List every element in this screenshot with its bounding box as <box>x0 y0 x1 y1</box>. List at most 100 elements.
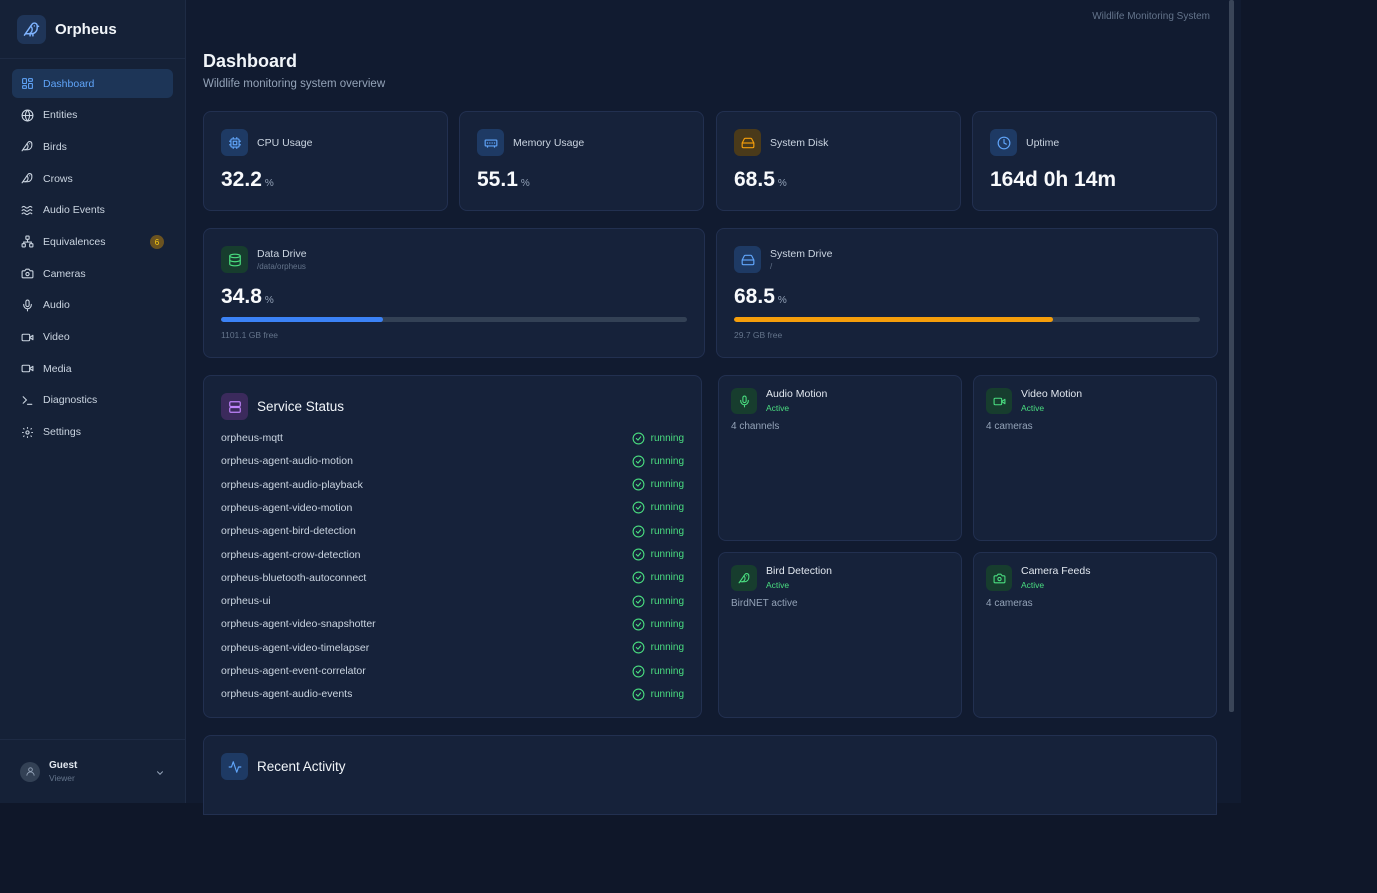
service-status-label: running <box>650 455 684 467</box>
service-name: orpheus-agent-video-motion <box>221 501 353 514</box>
module-title: Bird Detection <box>766 565 832 577</box>
service-name: orpheus-agent-crow-detection <box>221 548 361 561</box>
stat-unit: % <box>264 295 274 306</box>
service-status: running <box>632 501 684 514</box>
service-name: orpheus-ui <box>221 595 271 608</box>
service-status-label: running <box>650 572 684 584</box>
video-motion-card: Video Motion Active 4 cameras <box>973 375 1217 541</box>
brand[interactable]: Orpheus <box>0 0 185 59</box>
recent-activity-card: Recent Activity <box>203 735 1217 815</box>
scrollbar[interactable] <box>1229 0 1234 712</box>
terminal-icon <box>20 393 35 408</box>
chevron-down-icon[interactable] <box>155 765 165 783</box>
sidebar-item-audio[interactable]: Audio <box>12 291 173 320</box>
sidebar-item-media[interactable]: Media <box>12 354 173 383</box>
service-status-label: running <box>650 549 684 560</box>
grid-icon <box>20 76 35 91</box>
module-state: Active <box>766 580 790 590</box>
bird-logo-icon <box>17 14 46 44</box>
sidebar-item-settings[interactable]: Settings <box>12 418 173 447</box>
mic-icon <box>731 388 757 414</box>
service-status-label: running <box>650 642 684 654</box>
sidebar-item-audio-events[interactable]: Audio Events <box>12 196 173 225</box>
sidebar-item-birds[interactable]: Birds <box>12 132 173 161</box>
service-name: orpheus-agent-video-snapshotter <box>221 618 376 631</box>
sidebar-item-dashboard[interactable]: Dashboard <box>12 69 173 98</box>
page-title: Dashboard <box>203 51 298 71</box>
service-name: orpheus-agent-video-timelapser <box>221 641 370 654</box>
service-name: orpheus-mqtt <box>221 432 283 444</box>
service-row: orpheus-agent-audio-playback running <box>221 476 684 494</box>
stat-value: 32.2 <box>221 168 262 191</box>
count-badge: 6 <box>150 235 164 250</box>
service-status: running <box>632 525 684 538</box>
module-state: Active <box>1021 403 1045 413</box>
service-row: orpheus-ui running <box>221 592 684 610</box>
user-menu[interactable]: Guest Viewer <box>0 739 185 803</box>
service-status: running <box>632 548 684 561</box>
service-row: orpheus-agent-video-timelapser running <box>221 639 684 657</box>
sidebar-item-label: Cameras <box>43 267 86 280</box>
usage-progress-fill <box>221 317 384 322</box>
service-status: running <box>632 478 684 491</box>
stat-unit: % <box>520 178 530 189</box>
globe-icon <box>20 108 35 123</box>
module-state: Active <box>766 403 790 413</box>
video-icon <box>986 388 1012 414</box>
memory-usage-card: Memory Usage 55.1% <box>459 111 704 211</box>
sidebar-item-video[interactable]: Video <box>12 323 173 352</box>
check-circle-icon <box>632 571 645 584</box>
service-status-label: running <box>650 618 684 630</box>
service-name: orpheus-bluetooth-autoconnect <box>221 571 367 584</box>
data-drive-card: Data Drive /data/orpheus 34.8% 1101.1 GB… <box>203 228 705 358</box>
sidebar-item-cameras[interactable]: Cameras <box>12 259 173 288</box>
service-status-label: running <box>650 502 684 514</box>
sidebar-item-diagnostics[interactable]: Diagnostics <box>12 386 173 415</box>
check-circle-icon <box>632 595 645 608</box>
usage-progress-bar <box>734 317 1200 322</box>
sidebar-item-entities[interactable]: Entities <box>12 101 173 130</box>
stat-label: Uptime <box>1026 136 1060 149</box>
video-icon <box>20 330 35 345</box>
free-space-text: 29.7 GB free <box>734 330 783 340</box>
system-drive-card: System Drive / 68.5% 29.7 GB free <box>716 228 1218 358</box>
drive-label: System Drive <box>770 248 833 260</box>
stat-label: System Disk <box>770 136 829 149</box>
service-status: running <box>632 455 684 468</box>
card-title: Recent Activity <box>257 759 346 774</box>
uptime-card: Uptime 164d 0h 14m <box>972 111 1217 211</box>
camera-feeds-card: Camera Feeds Active 4 cameras <box>973 552 1217 718</box>
service-status: running <box>632 432 684 445</box>
service-row: orpheus-agent-event-correlator running <box>221 662 684 680</box>
cpu-usage-card: CPU Usage 32.2% <box>203 111 448 211</box>
check-circle-icon <box>632 548 645 561</box>
service-name: orpheus-agent-audio-events <box>221 688 353 701</box>
sidebar-item-label: Diagnostics <box>43 394 98 407</box>
sidebar: Orpheus Dashboard Entities Birds Crows A… <box>0 0 186 803</box>
sidebar-item-label: Dashboard <box>43 77 95 90</box>
bird-icon <box>20 139 35 154</box>
service-row: orpheus-agent-crow-detection running <box>221 546 684 564</box>
memory-icon <box>477 129 504 156</box>
stat-label: Memory Usage <box>513 136 585 149</box>
check-circle-icon <box>632 478 645 491</box>
sidebar-item-crows[interactable]: Crows <box>12 164 173 193</box>
sidebar-item-label: Settings <box>43 426 81 439</box>
camera-icon <box>986 565 1012 591</box>
camera-icon <box>20 266 35 281</box>
database-icon <box>221 246 248 273</box>
system-label: Wildlife Monitoring System <box>1092 11 1210 22</box>
usage-progress-fill <box>734 317 1054 322</box>
service-status: running <box>632 688 684 701</box>
module-title: Video Motion <box>1021 388 1083 400</box>
stat-value: 34.8 <box>221 285 262 308</box>
service-name: orpheus-agent-audio-motion <box>221 455 353 468</box>
gear-icon <box>20 425 35 440</box>
sidebar-item-label: Entities <box>43 109 78 122</box>
module-state: Active <box>1021 580 1045 590</box>
page-subtitle: Wildlife monitoring system overview <box>203 78 386 90</box>
service-status-label: running <box>650 432 684 444</box>
sidebar-item-equivalences[interactable]: Equivalences 6 <box>12 227 173 256</box>
module-detail: 4 cameras <box>986 421 1033 432</box>
check-circle-icon <box>632 688 645 701</box>
